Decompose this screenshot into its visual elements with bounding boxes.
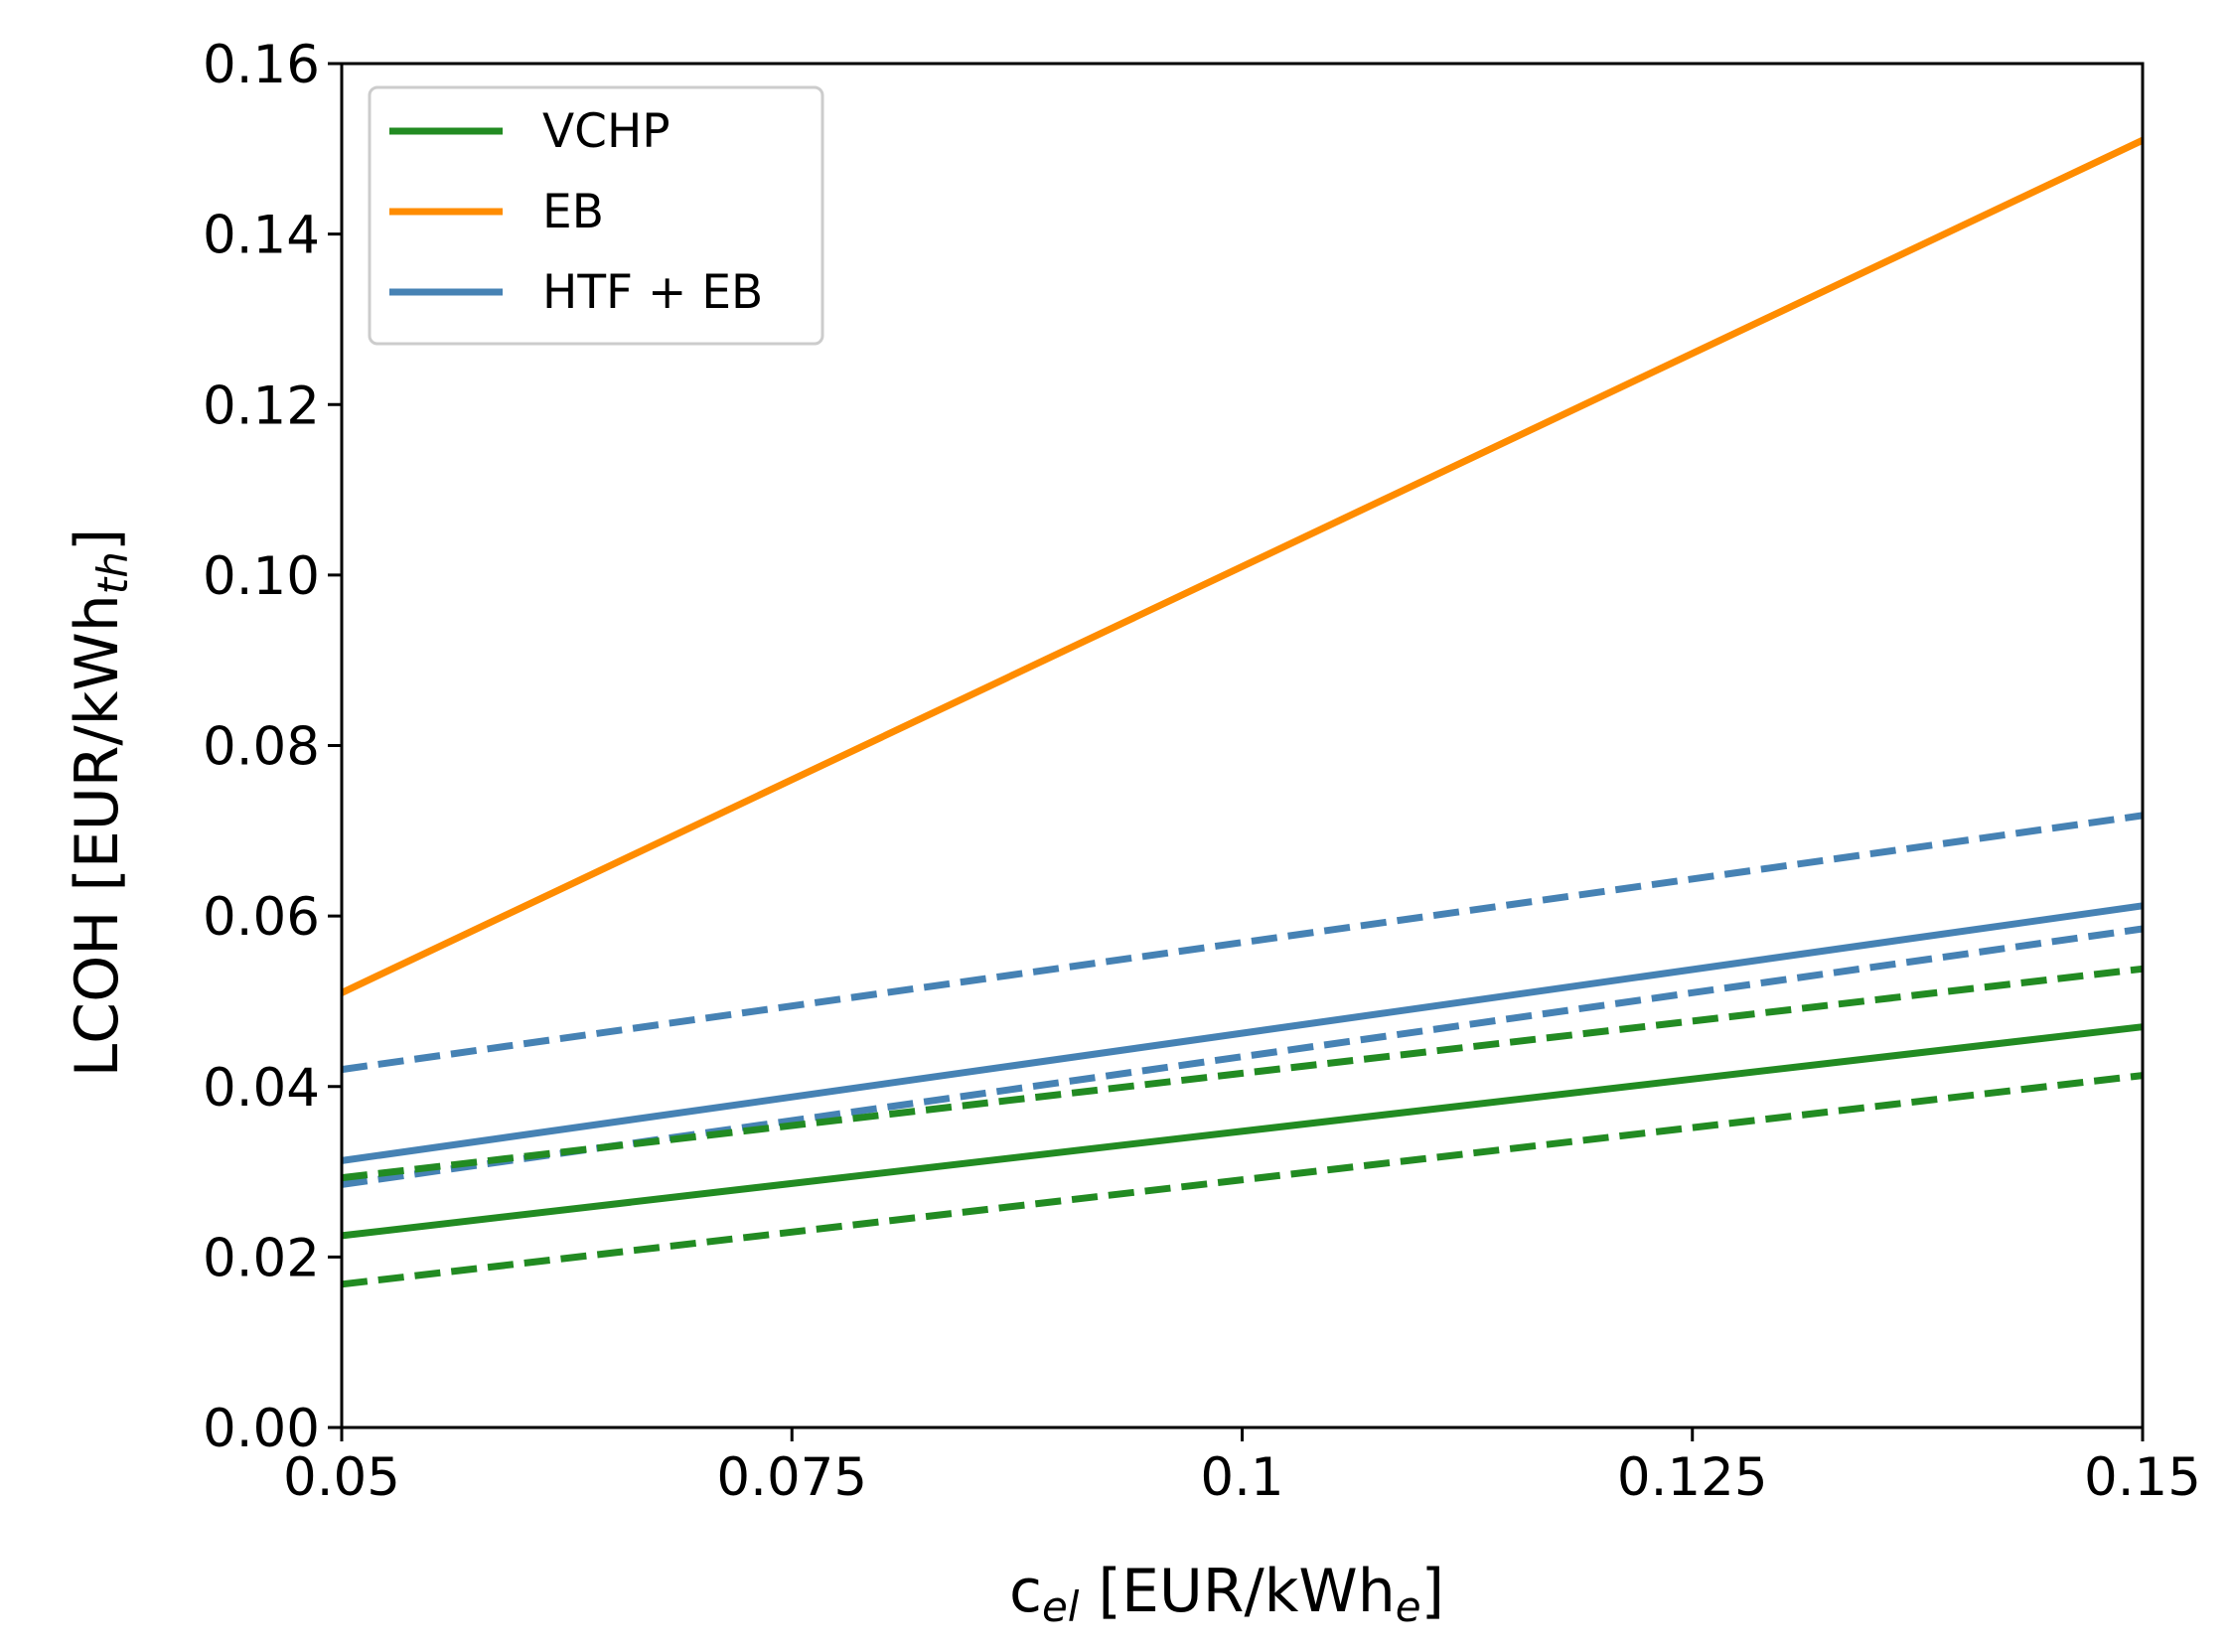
x-tick-label: 0.1 xyxy=(1200,1447,1283,1508)
y-axis-label: LCOH [EUR/kWhth] xyxy=(63,528,137,1078)
x-axis-ticks: 0.05 0.075 0.1 0.125 0.15 xyxy=(283,1427,2201,1508)
y-axis-ticks: 0.00 0.02 0.04 0.06 0.08 0.10 0.12 0.14 0.16 xyxy=(203,35,342,1459)
y-tick-label: 0.00 xyxy=(203,1399,320,1459)
series-line-eb xyxy=(340,137,2145,996)
x-tick-label: 0.05 xyxy=(283,1447,400,1508)
series-line-vchp xyxy=(341,1023,2144,1240)
legend: VCHP EB HTF + EB xyxy=(368,85,824,346)
y-tick-label: 0.14 xyxy=(203,206,320,266)
series-line-htf-eb xyxy=(341,902,2144,1164)
x-tick-label: 0.15 xyxy=(2084,1447,2201,1508)
y-tick-label: 0.04 xyxy=(203,1058,320,1119)
series-line-htf-eb-upper xyxy=(341,812,2144,1074)
x-axis-label: cel [EUR/kWhe] xyxy=(1009,1557,1444,1631)
series-line-vchp-upper xyxy=(341,965,2144,1182)
legend-label-vchp: VCHP xyxy=(542,104,670,159)
y-tick-label: 0.12 xyxy=(203,375,320,436)
y-tick-label: 0.10 xyxy=(203,546,320,607)
y-tick-label: 0.16 xyxy=(203,35,320,95)
x-tick-label: 0.125 xyxy=(1617,1447,1768,1508)
series-layer xyxy=(340,137,2145,1288)
y-tick-label: 0.02 xyxy=(203,1228,320,1288)
y-tick-label: 0.06 xyxy=(203,887,320,948)
x-tick-label: 0.075 xyxy=(716,1447,867,1508)
y-tick-label: 0.08 xyxy=(203,717,320,778)
legend-label-eb: EB xyxy=(542,185,604,239)
series-line-vchp-lower xyxy=(341,1072,2144,1288)
legend-box xyxy=(368,85,824,346)
legend-label-htf-eb: HTF + EB xyxy=(542,265,763,320)
